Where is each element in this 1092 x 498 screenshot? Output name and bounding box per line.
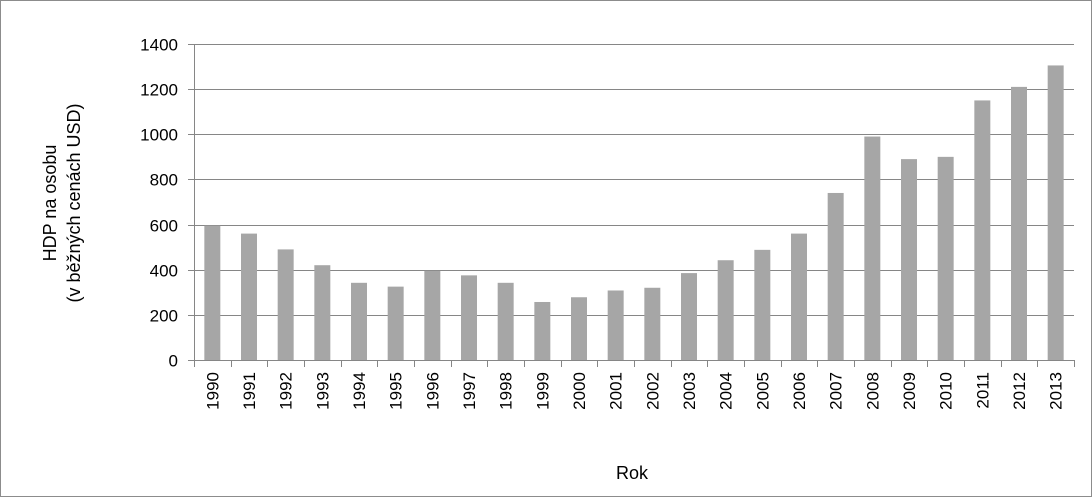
y-tick-label: 600 <box>150 217 178 236</box>
bar <box>534 301 551 360</box>
gridlines <box>194 44 1074 316</box>
y-tick-label: 1000 <box>140 126 178 145</box>
bar <box>644 287 661 360</box>
x-tick-label: 2006 <box>790 372 809 410</box>
x-tick-label: 1994 <box>350 372 369 410</box>
x-tick-label: 1991 <box>240 372 259 410</box>
bar <box>791 233 807 360</box>
bar <box>497 282 514 360</box>
x-tick-label: 2004 <box>717 372 736 410</box>
x-tick-label: 1999 <box>533 372 552 410</box>
x-tick-label: 2009 <box>900 372 919 410</box>
x-tick-label: 2008 <box>863 372 882 410</box>
bar <box>717 260 734 360</box>
x-tick-label: 1996 <box>423 372 442 410</box>
x-tick-label: 2012 <box>1010 372 1029 410</box>
bars <box>204 65 1064 361</box>
x-tick-label: 1997 <box>460 372 479 410</box>
y-axis-title: HDP na osobu (v běžných cenách USD) <box>40 103 84 302</box>
x-tick-labels: 1990 1991 1992 1993 1994 1995 1996 1997 1998 1999… <box>203 372 1065 410</box>
x-tick-label: 1995 <box>387 372 406 410</box>
x-tick-label: 1993 <box>313 372 332 410</box>
y-tick-labels: 0 200 400 600 800 1000 1200 1400 <box>140 36 178 371</box>
bar <box>314 265 331 360</box>
y-tick-label: 1400 <box>140 36 178 55</box>
axes <box>188 44 1075 367</box>
x-tick-label: 2011 <box>973 372 992 409</box>
bar <box>754 249 771 360</box>
x-axis-title: Rok <box>616 463 649 483</box>
bar <box>607 290 624 360</box>
x-tick-label: 2013 <box>1047 372 1066 410</box>
x-tick-label: 2007 <box>827 372 846 410</box>
bar <box>1047 65 1064 360</box>
y-tick-label: 0 <box>169 352 178 371</box>
bar <box>387 286 404 360</box>
y-tick-label: 1200 <box>140 81 178 100</box>
x-tick-label: 2001 <box>607 372 626 410</box>
bar <box>204 225 221 360</box>
x-tick-label: 2003 <box>680 372 699 410</box>
bar <box>937 156 954 360</box>
bar <box>571 297 587 360</box>
y-axis-title-line-2: (v běžných cenách USD) <box>64 103 84 302</box>
x-tick-label: 1990 <box>203 372 222 410</box>
x-tick-label: 2010 <box>937 372 956 410</box>
bar <box>681 273 697 360</box>
x-tick-label: 2002 <box>643 372 662 410</box>
y-tick-label: 200 <box>150 307 178 326</box>
bar <box>424 270 441 360</box>
x-tick-label: 2005 <box>753 372 772 410</box>
bar <box>277 249 294 360</box>
bar <box>827 192 844 360</box>
bar <box>351 282 367 360</box>
x-tick-label: 2000 <box>570 372 589 410</box>
bar <box>461 275 477 360</box>
bar <box>974 100 991 361</box>
y-tick-label: 400 <box>150 262 178 281</box>
x-tick-label: 1998 <box>497 372 516 410</box>
y-tick-label: 800 <box>150 171 178 190</box>
bar <box>901 159 917 360</box>
bar <box>864 136 881 360</box>
bar <box>241 233 257 360</box>
x-tick-label: 1992 <box>277 372 296 410</box>
y-axis-title-line-1: HDP na osobu <box>40 145 60 262</box>
bar <box>1011 86 1027 360</box>
